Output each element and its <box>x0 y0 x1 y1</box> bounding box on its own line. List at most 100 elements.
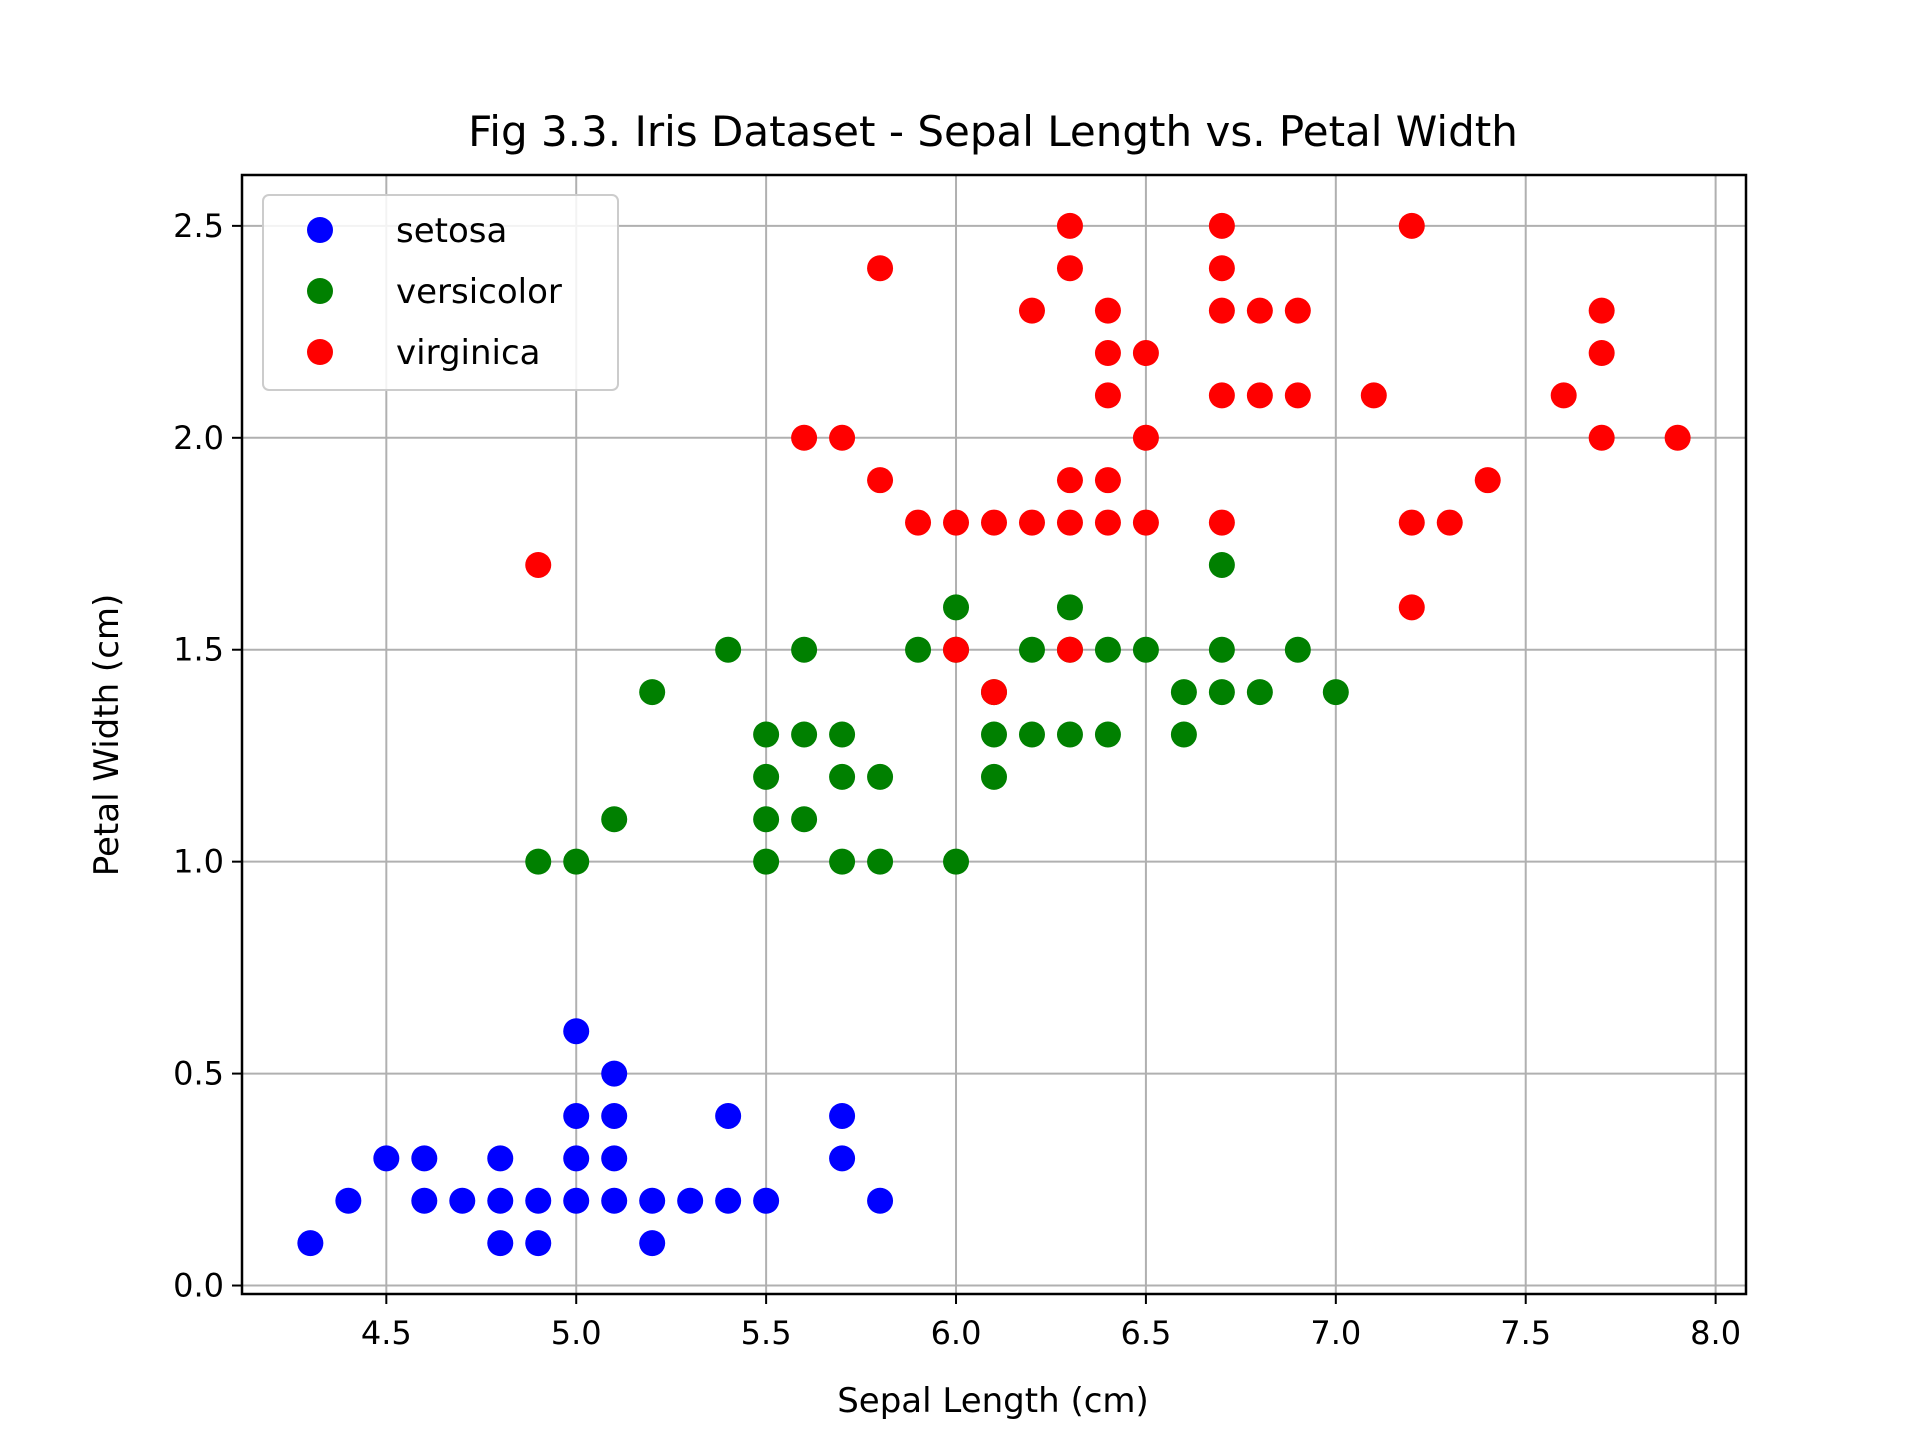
y-tick-label: 1.0 <box>173 843 224 881</box>
setosa-point <box>715 1102 742 1129</box>
data-points <box>297 212 1691 1257</box>
virginica-point <box>1208 255 1235 282</box>
versicolor-point <box>981 763 1007 790</box>
virginica-point <box>1550 382 1577 409</box>
setosa-point <box>563 1018 590 1045</box>
versicolor-point <box>715 636 742 663</box>
versicolor-point <box>791 806 818 833</box>
virginica-point <box>1018 297 1045 324</box>
versicolor-point <box>1208 551 1235 578</box>
versicolor-point <box>1208 679 1235 706</box>
versicolor-point <box>943 848 970 875</box>
setosa-point <box>829 1145 856 1172</box>
setosa-point <box>601 1145 628 1172</box>
virginica-point <box>1398 212 1425 239</box>
versicolor-point <box>791 636 818 663</box>
versicolor-point <box>753 848 780 875</box>
virginica-point <box>1018 509 1045 536</box>
x-tick-label: 6.5 <box>1120 1314 1171 1352</box>
virginica-point <box>1056 467 1083 494</box>
virginica-point <box>1284 382 1311 409</box>
versicolor-point <box>1018 721 1045 748</box>
versicolor-point <box>1284 636 1311 663</box>
versicolor-point <box>1094 636 1121 663</box>
versicolor-point <box>981 721 1007 748</box>
versicolor-point <box>1208 636 1235 663</box>
versicolor-point <box>753 721 780 748</box>
virginica-point <box>1056 509 1083 536</box>
setosa-point <box>829 1102 856 1129</box>
y-tick-label: 2.5 <box>173 207 224 245</box>
setosa-point <box>601 1102 628 1129</box>
setosa-point <box>487 1187 514 1214</box>
setosa-point <box>525 1187 552 1214</box>
virginica-point <box>1208 297 1235 324</box>
series-virginica <box>525 212 1691 706</box>
virginica-point <box>981 679 1007 706</box>
setosa-point <box>563 1102 590 1129</box>
virginica-point <box>1246 382 1273 409</box>
versicolor-point <box>1132 636 1159 663</box>
setosa-point <box>715 1187 742 1214</box>
virginica-point <box>943 509 970 536</box>
virginica-point <box>829 424 856 451</box>
virginica-point <box>1284 297 1311 324</box>
virginica-point <box>1056 636 1083 663</box>
virginica-point <box>1094 467 1121 494</box>
x-tick-label: 7.0 <box>1310 1314 1361 1352</box>
virginica-point <box>1208 382 1235 409</box>
y-tick-label: 1.5 <box>173 631 224 669</box>
versicolor-point <box>867 763 894 790</box>
legend-box <box>262 194 619 391</box>
virginica-point <box>1360 382 1387 409</box>
virginica-point <box>1436 509 1463 536</box>
virginica-point <box>867 255 894 282</box>
setosa-point <box>867 1187 894 1214</box>
versicolor-point <box>867 848 894 875</box>
chart-title: Fig 3.3. Iris Dataset - Sepal Length vs.… <box>468 107 1518 156</box>
series-versicolor <box>525 551 1349 875</box>
virginica-point <box>1094 509 1121 536</box>
virginica-point <box>1588 297 1615 324</box>
setosa-point <box>753 1187 780 1214</box>
versicolor-point <box>563 848 590 875</box>
virginica-point <box>981 509 1007 536</box>
setosa-point <box>525 1230 552 1257</box>
versicolor-point <box>1056 594 1083 621</box>
x-tick-label: 8.0 <box>1690 1314 1741 1352</box>
legend: setosa versicolor virginica <box>262 194 619 391</box>
axis-ticks: 4.5 5.0 5.5 6.0 6.5 7.0 7.5 8.0 0.0 0.5 1.0 1.5 2.0 2… <box>173 207 1741 1352</box>
y-axis-label: Petal Width (cm) <box>87 594 127 877</box>
legend-label-versicolor: versicolor <box>396 272 562 312</box>
virginica-point <box>1094 340 1121 367</box>
virginica-point <box>1132 340 1159 367</box>
virginica-point <box>1398 594 1425 621</box>
virginica-point <box>1132 509 1159 536</box>
versicolor-point <box>791 721 818 748</box>
virginica-point <box>791 424 818 451</box>
setosa-point <box>297 1230 324 1257</box>
virginica-point <box>1588 340 1615 367</box>
x-tick-label: 4.5 <box>361 1314 412 1352</box>
setosa-point <box>411 1145 438 1172</box>
versicolor-point <box>829 721 856 748</box>
versicolor-point <box>525 848 552 875</box>
legend-marker-setosa <box>307 217 333 243</box>
virginica-point <box>1474 467 1501 494</box>
virginica-point <box>905 509 932 536</box>
versicolor-point <box>1056 721 1083 748</box>
versicolor-point <box>1170 721 1197 748</box>
setosa-point <box>411 1187 438 1214</box>
plot-area-frame <box>240 173 1748 1296</box>
legend-marker-virginica <box>307 339 333 365</box>
setosa-point <box>601 1187 628 1214</box>
versicolor-point <box>829 848 856 875</box>
virginica-point <box>1056 255 1083 282</box>
virginica-point <box>1208 509 1235 536</box>
x-tick-label: 5.0 <box>551 1314 602 1352</box>
setosa-point <box>639 1230 666 1257</box>
x-tick-label: 7.5 <box>1500 1314 1551 1352</box>
setosa-point <box>677 1187 704 1214</box>
setosa-point <box>487 1230 514 1257</box>
